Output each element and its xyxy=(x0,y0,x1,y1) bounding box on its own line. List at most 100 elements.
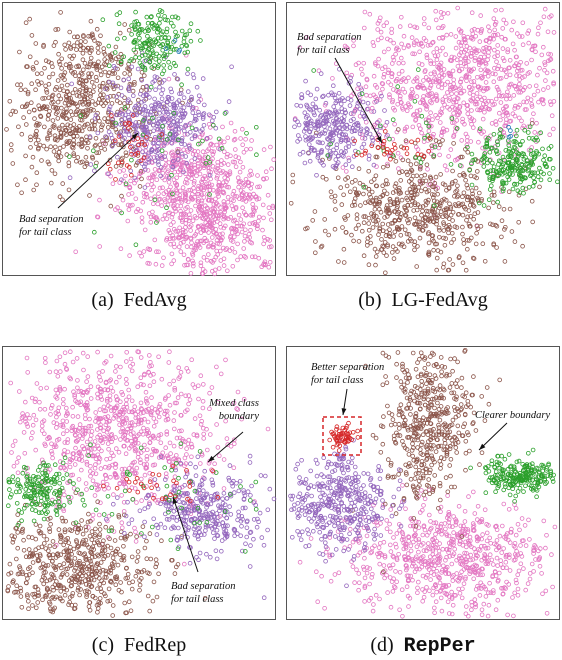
embedding-point xyxy=(392,142,397,147)
embedding-point xyxy=(423,214,428,220)
embedding-point xyxy=(39,428,45,433)
embedding-point xyxy=(467,67,472,72)
embedding-point xyxy=(512,63,517,69)
embedding-point xyxy=(412,99,418,104)
embedding-point xyxy=(181,252,187,258)
embedding-point xyxy=(212,271,217,277)
embedding-point xyxy=(352,108,357,114)
embedding-point xyxy=(444,167,450,173)
embedding-point xyxy=(167,402,173,408)
embedding-point xyxy=(145,246,151,252)
embedding-point xyxy=(242,254,247,259)
embedding-point xyxy=(237,196,242,202)
embedding-point xyxy=(229,203,235,209)
embedding-point xyxy=(397,96,403,102)
embedding-point xyxy=(113,140,118,145)
embedding-point xyxy=(176,365,182,371)
embedding-point xyxy=(210,151,216,157)
embedding-point xyxy=(434,255,440,261)
embedding-point xyxy=(57,134,63,140)
embedding-point xyxy=(254,197,260,202)
embedding-point xyxy=(438,10,444,15)
embedding-point xyxy=(225,135,231,141)
embedding-point xyxy=(498,76,504,81)
embedding-point xyxy=(182,142,188,147)
embedding-point xyxy=(483,80,489,85)
embedding-point xyxy=(458,60,464,65)
embedding-point xyxy=(461,88,467,94)
embedding-point xyxy=(506,154,511,159)
embedding-point xyxy=(171,418,177,423)
embedding-point xyxy=(448,82,453,88)
embedding-point xyxy=(249,240,255,246)
embedding-point xyxy=(231,400,237,406)
embedding-point xyxy=(413,77,418,82)
embedding-point xyxy=(225,268,230,274)
embedding-point xyxy=(178,91,184,96)
embedding-point xyxy=(172,72,177,77)
cluster-red xyxy=(106,113,165,182)
embedding-point xyxy=(42,356,48,361)
embedding-point xyxy=(194,84,200,90)
embedding-point xyxy=(498,117,503,123)
embedding-point xyxy=(388,82,394,88)
embedding-point xyxy=(123,112,128,118)
embedding-point xyxy=(210,235,215,240)
embedding-point xyxy=(339,202,345,207)
embedding-point xyxy=(144,457,150,462)
embedding-point xyxy=(107,397,113,403)
embedding-point xyxy=(96,446,102,451)
embedding-point xyxy=(465,107,470,112)
embedding-point xyxy=(133,54,138,60)
embedding-point xyxy=(498,134,503,140)
embedding-point xyxy=(447,57,453,63)
embedding-point xyxy=(406,75,411,80)
embedding-point xyxy=(206,198,212,203)
embedding-point xyxy=(417,156,422,161)
embedding-point xyxy=(389,221,394,226)
embedding-point xyxy=(129,368,135,374)
embedding-point xyxy=(167,349,172,354)
embedding-point xyxy=(75,40,80,45)
embedding-point xyxy=(518,166,523,171)
embedding-point xyxy=(178,87,184,92)
embedding-point xyxy=(84,439,90,445)
embedding-point xyxy=(174,435,180,441)
embedding-point xyxy=(88,436,93,442)
embedding-point xyxy=(363,84,369,89)
embedding-point xyxy=(18,87,24,92)
embedding-point xyxy=(51,123,57,128)
embedding-point xyxy=(490,168,496,173)
embedding-point xyxy=(219,212,224,217)
embedding-point xyxy=(29,164,35,170)
embedding-point xyxy=(200,149,206,155)
embedding-point xyxy=(72,394,77,399)
embedding-point xyxy=(146,53,152,59)
embedding-point xyxy=(507,206,513,212)
embedding-point xyxy=(48,180,54,186)
embedding-point xyxy=(423,117,429,123)
embedding-point xyxy=(389,30,394,36)
embedding-point xyxy=(164,205,169,211)
embedding-point xyxy=(475,169,480,174)
embedding-point xyxy=(148,137,153,142)
embedding-point xyxy=(509,167,515,172)
embedding-point xyxy=(155,159,161,165)
embedding-point xyxy=(491,16,497,21)
embedding-point xyxy=(106,70,112,75)
embedding-point xyxy=(162,14,167,19)
embedding-point xyxy=(449,181,455,187)
embedding-point xyxy=(379,237,384,242)
embedding-point xyxy=(379,93,384,99)
embedding-point xyxy=(132,471,137,477)
embedding-point xyxy=(228,153,233,159)
embedding-point xyxy=(375,201,380,207)
embedding-point xyxy=(369,143,374,149)
embedding-point xyxy=(442,182,448,188)
embedding-point xyxy=(400,107,406,112)
embedding-point xyxy=(71,138,76,143)
embedding-point xyxy=(135,153,141,158)
embedding-point xyxy=(61,113,67,119)
embedding-point xyxy=(308,92,314,98)
embedding-point xyxy=(511,144,517,150)
